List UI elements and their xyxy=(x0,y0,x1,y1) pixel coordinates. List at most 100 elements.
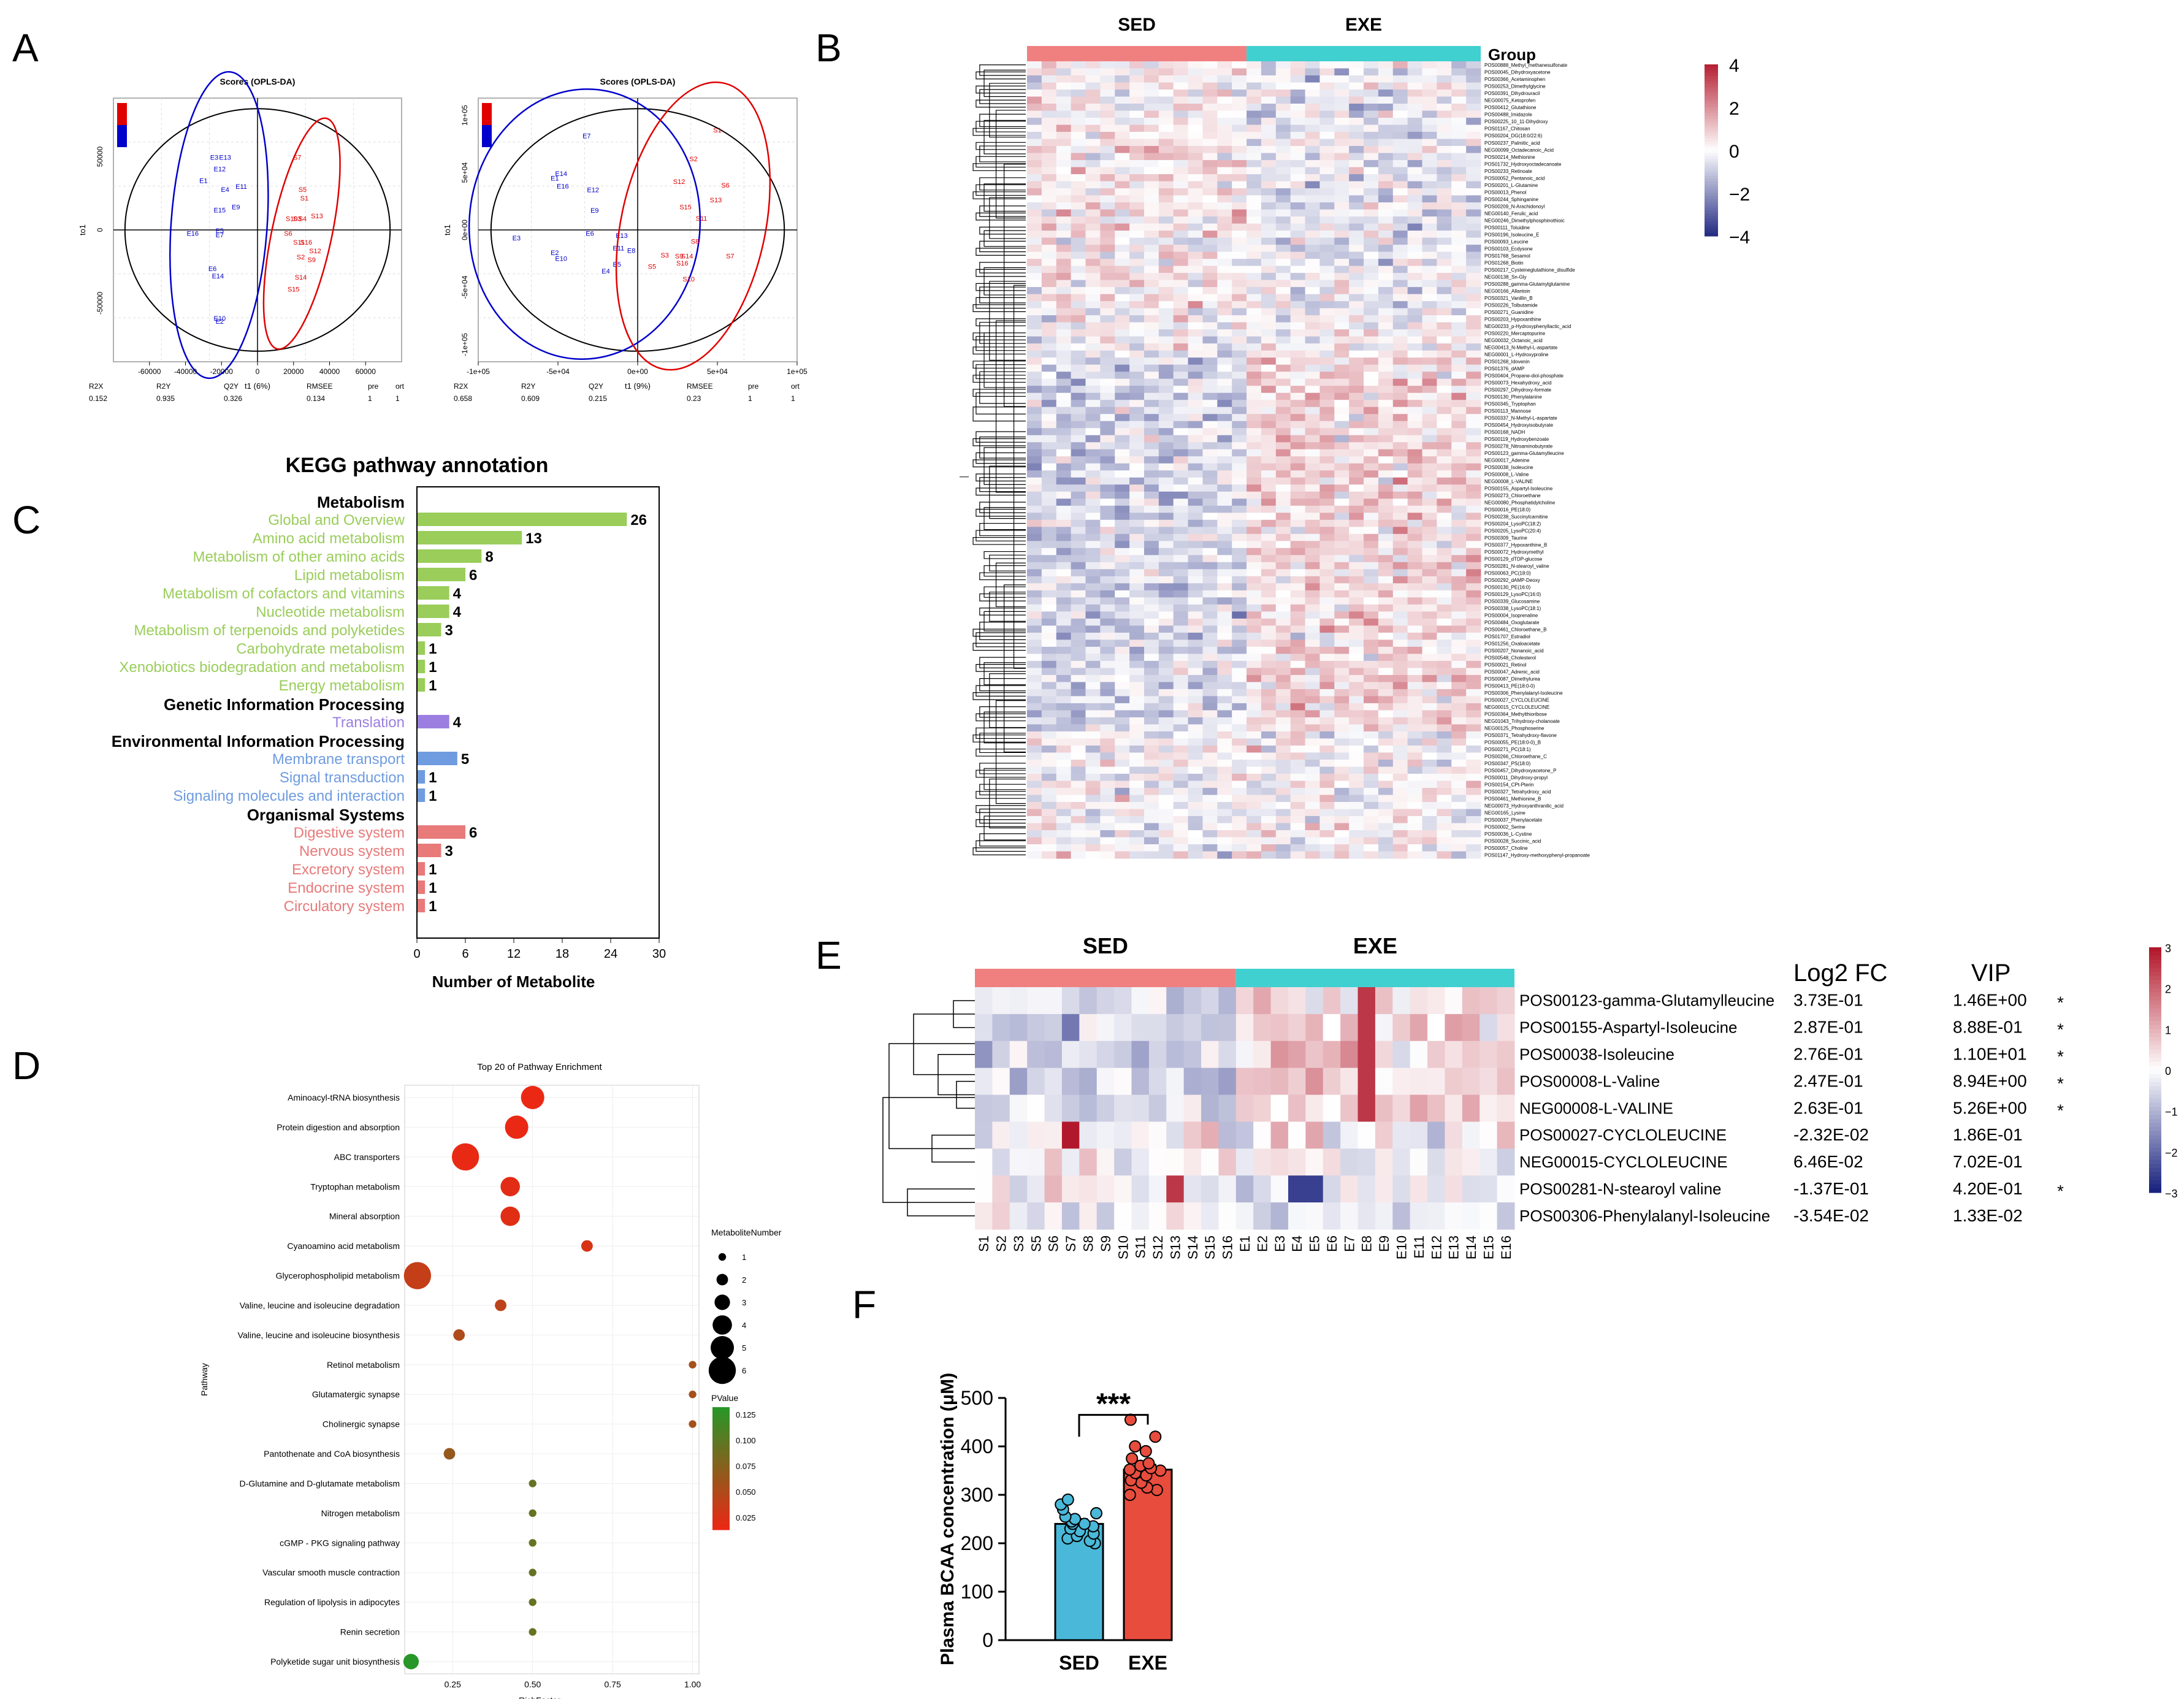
heat-cell xyxy=(1158,392,1174,400)
heat-cell xyxy=(1129,703,1145,711)
heat-cell xyxy=(1056,259,1072,267)
heat-cell xyxy=(1071,632,1086,640)
heat-cell xyxy=(1290,640,1306,647)
color-scale-step xyxy=(1705,139,1718,142)
heat-cell xyxy=(1148,1040,1167,1069)
heat-cell xyxy=(1364,301,1379,309)
heat-cell xyxy=(1466,527,1481,535)
heat-cell xyxy=(1480,1175,1498,1203)
heat-cell xyxy=(1290,830,1306,838)
dendrogram-branch xyxy=(979,572,1026,581)
heat-cell xyxy=(1131,1121,1150,1149)
heat-cell xyxy=(1261,407,1277,414)
heat-cell xyxy=(1044,1040,1063,1069)
heat-cell xyxy=(1334,597,1350,605)
vip-value: 1.10E+01 xyxy=(1953,1045,2027,1064)
heat-row-label: POS00130_PE(16:0) xyxy=(1484,585,1530,590)
heat-cell xyxy=(1115,717,1130,725)
heat-cell xyxy=(1451,576,1467,584)
pvalue-legend-tick: 0.025 xyxy=(736,1513,756,1522)
heat-cell xyxy=(1027,477,1042,485)
heat-cell xyxy=(1096,1094,1115,1122)
heat-cell xyxy=(1085,513,1101,521)
heat-cell xyxy=(1056,519,1072,527)
heat-cell xyxy=(1378,442,1394,450)
heat-cell xyxy=(1407,830,1423,838)
enrichment-x-tick-label: 0.75 xyxy=(605,1679,621,1689)
heat-cell xyxy=(1041,625,1057,633)
heat-cell xyxy=(1027,654,1042,662)
heat-cell xyxy=(1364,343,1379,351)
x-tick-label: 40000 xyxy=(319,367,340,376)
column-label: E7 xyxy=(1342,1235,1357,1252)
heat-cell xyxy=(1085,717,1101,725)
dendrogram-branch xyxy=(979,607,1026,616)
heat-cell xyxy=(1202,541,1218,549)
heat-cell xyxy=(1290,82,1306,90)
heat-cell xyxy=(1115,851,1130,859)
heat-cell xyxy=(1437,160,1452,168)
heat-cell xyxy=(1173,350,1189,358)
heat-cell xyxy=(1275,392,1291,400)
heat-cell xyxy=(1261,590,1277,598)
heat-cell xyxy=(1232,336,1247,344)
heat-cell xyxy=(1173,583,1189,591)
heat-cell xyxy=(1451,498,1467,506)
heat-cell xyxy=(1407,104,1423,112)
heat-cell xyxy=(1056,110,1072,118)
heat-cell xyxy=(1217,752,1232,760)
heat-cell xyxy=(1071,442,1086,450)
heat-cell xyxy=(1349,96,1364,104)
heat-cell xyxy=(1158,815,1174,823)
heat-cell xyxy=(1392,308,1408,316)
dendrogram-branch xyxy=(976,364,1026,380)
heat-cell xyxy=(1466,632,1481,640)
heat-cell xyxy=(1466,259,1481,267)
dendrogram-branch xyxy=(976,819,1026,827)
heat-cell xyxy=(1261,611,1277,619)
heat-cell xyxy=(1349,795,1364,803)
heat-cell xyxy=(1158,139,1174,147)
dendrogram-branch xyxy=(972,628,1026,637)
heat-cell xyxy=(1275,188,1291,196)
heat-cell xyxy=(1173,188,1189,196)
f-data-point xyxy=(1126,1452,1139,1465)
heat-cell xyxy=(1305,541,1320,549)
heat-cell xyxy=(1364,710,1379,718)
heat-cell xyxy=(1235,1202,1254,1230)
heat-cell xyxy=(1334,576,1350,584)
heat-cell xyxy=(1261,682,1277,690)
heat-cell xyxy=(1364,837,1379,845)
heat-cell xyxy=(1027,1121,1045,1149)
heat-cell xyxy=(1451,61,1467,69)
heat-cell xyxy=(1451,153,1467,161)
heat-cell xyxy=(1451,710,1467,718)
heat-cell xyxy=(1392,442,1408,450)
color-scale-step xyxy=(2149,1009,2161,1014)
heat-row-label: POS00113_Mannose xyxy=(1484,408,1531,414)
heat-cell xyxy=(1158,562,1174,570)
heat-cell xyxy=(1247,357,1262,365)
heat-cell xyxy=(1290,470,1306,478)
heat-cell xyxy=(1290,315,1306,323)
heat-cell xyxy=(1027,273,1042,281)
heat-cell xyxy=(1232,287,1247,295)
heat-cell xyxy=(1218,1202,1237,1230)
heat-cell xyxy=(1305,604,1320,612)
heat-cell xyxy=(1334,216,1350,224)
color-scale-tick: 1 xyxy=(2165,1024,2171,1036)
heat-cell xyxy=(1173,590,1189,598)
x-axis-label: t1 (6%) xyxy=(245,381,270,391)
heat-cell xyxy=(1407,484,1423,492)
heat-cell xyxy=(1364,237,1379,245)
heat-cell xyxy=(1247,364,1262,372)
heat-cell xyxy=(1129,118,1145,126)
heat-cell xyxy=(1437,710,1452,718)
heat-cell xyxy=(1437,851,1452,859)
pvalue-legend-step xyxy=(712,1490,730,1494)
x-tick-label: -1e+05 xyxy=(467,367,490,376)
heat-cell xyxy=(1407,660,1423,668)
heat-cell xyxy=(1334,124,1350,132)
heat-cell xyxy=(1422,498,1437,506)
heat-cell xyxy=(1027,82,1042,90)
